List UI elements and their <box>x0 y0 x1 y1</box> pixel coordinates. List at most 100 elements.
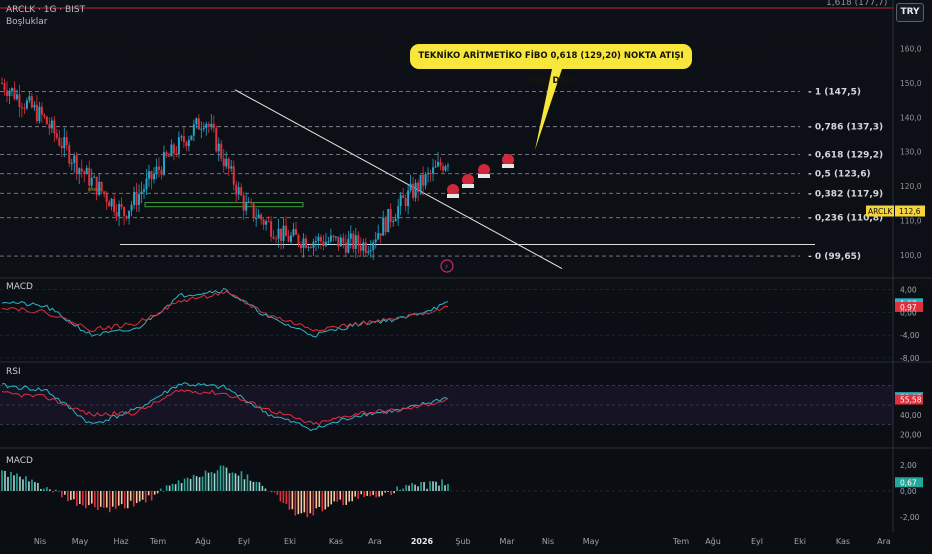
candle-body <box>334 236 337 238</box>
hist-bar <box>132 491 135 507</box>
hist-bar <box>234 473 237 491</box>
hist-bar <box>315 491 318 509</box>
candle-body <box>53 120 56 134</box>
projection-marker-cuff <box>478 174 490 178</box>
hist-bar <box>429 481 431 491</box>
candle-body <box>20 107 23 109</box>
hist-bar <box>348 491 351 502</box>
candle-body <box>417 182 420 192</box>
hist-bar <box>243 479 246 491</box>
candle-body <box>150 171 153 180</box>
price-tick: 130,0 <box>900 148 922 157</box>
hist-bar <box>303 491 306 513</box>
oscillator-badge-bg <box>895 301 923 312</box>
price-tick: 120,0 <box>900 182 922 191</box>
candle-body <box>285 225 288 237</box>
hist-bar <box>123 491 126 509</box>
fib-label: - 0,5 (123,6) <box>808 170 871 180</box>
candle-body <box>447 165 449 167</box>
hist-bar <box>312 491 315 516</box>
projection-marker <box>502 154 514 166</box>
candle-body <box>432 167 435 174</box>
time-tick: Ağu <box>195 537 211 546</box>
hist-bar <box>330 491 333 505</box>
hist-bar <box>129 491 132 501</box>
candle-body <box>424 174 427 186</box>
candle-body <box>444 166 447 171</box>
candle-body <box>68 145 71 164</box>
candle-body <box>397 206 400 219</box>
gap-zone <box>144 202 304 208</box>
candle-body <box>332 235 335 237</box>
hist-bar <box>70 491 72 501</box>
candle-body <box>434 166 437 168</box>
annotation-callout[interactable]: TEKNİKO ARİTMETİKO FİBO 0,618 (129,20) N… <box>410 44 692 86</box>
candle-body <box>187 139 190 147</box>
hist-bar <box>222 465 225 491</box>
currency-button[interactable]: TRY <box>896 3 924 22</box>
candle-body <box>222 158 225 167</box>
candle-body <box>414 182 417 198</box>
candle-body <box>28 96 31 101</box>
candle-body <box>1 82 3 84</box>
candle-body <box>225 158 228 167</box>
trend-line <box>234 89 563 270</box>
time-tick: May <box>583 537 600 546</box>
candle-body <box>324 241 327 246</box>
candle-body <box>205 124 208 129</box>
candle-body <box>160 169 163 175</box>
hist-bar <box>114 491 117 509</box>
hist-bar <box>61 491 63 498</box>
candle-body <box>272 236 275 239</box>
candle-body <box>15 94 18 100</box>
candle-body <box>232 166 235 185</box>
hist-bar <box>99 491 102 507</box>
candle-body <box>364 242 367 253</box>
candle-body <box>95 176 98 195</box>
top-clipped-fib-label: 1,618 (177,7) <box>826 0 887 8</box>
hist-bar <box>249 480 252 491</box>
candle-body <box>43 114 46 117</box>
candle-body <box>83 171 86 175</box>
hist-bar <box>180 483 183 491</box>
hist-bar <box>381 491 383 496</box>
candle-body <box>98 181 101 195</box>
hist-bar <box>231 472 234 491</box>
price-tick: 100,0 <box>900 251 922 260</box>
candle-body <box>78 168 81 174</box>
rsi-tick: 20,00 <box>900 430 922 439</box>
candle-body <box>252 203 255 219</box>
candle-body <box>297 234 300 244</box>
time-tick: Kas <box>329 537 343 546</box>
candle-body <box>339 237 342 247</box>
candle-body <box>352 233 355 249</box>
hist-bar <box>43 488 45 491</box>
hist-bar <box>336 491 339 502</box>
candle-body <box>260 214 263 220</box>
candle-body <box>230 166 233 169</box>
hist-bar <box>357 491 360 499</box>
candle-body <box>143 189 146 192</box>
candle-body <box>155 166 158 174</box>
last-price-value: 112,6 <box>899 207 921 216</box>
candle-body <box>292 229 295 236</box>
fib-label: - 0 (99,65) <box>808 252 861 262</box>
candle-body <box>100 181 103 192</box>
candle-body <box>337 236 340 247</box>
candle-body <box>319 236 322 242</box>
hist-bar <box>147 491 150 496</box>
hist-bar <box>150 491 153 501</box>
candle-body <box>25 100 28 109</box>
hist-bar <box>324 491 327 510</box>
indicator-label: Boşluklar <box>6 17 48 27</box>
hist-bar <box>402 488 404 491</box>
hist-bar <box>276 491 279 495</box>
hist-bar <box>4 470 6 491</box>
candle-body <box>90 177 93 186</box>
candle-body <box>120 204 123 208</box>
hist-bar <box>213 473 216 491</box>
oscillator-badge-bg <box>895 394 923 405</box>
hist-bar <box>22 479 24 491</box>
candle-body <box>118 204 121 217</box>
